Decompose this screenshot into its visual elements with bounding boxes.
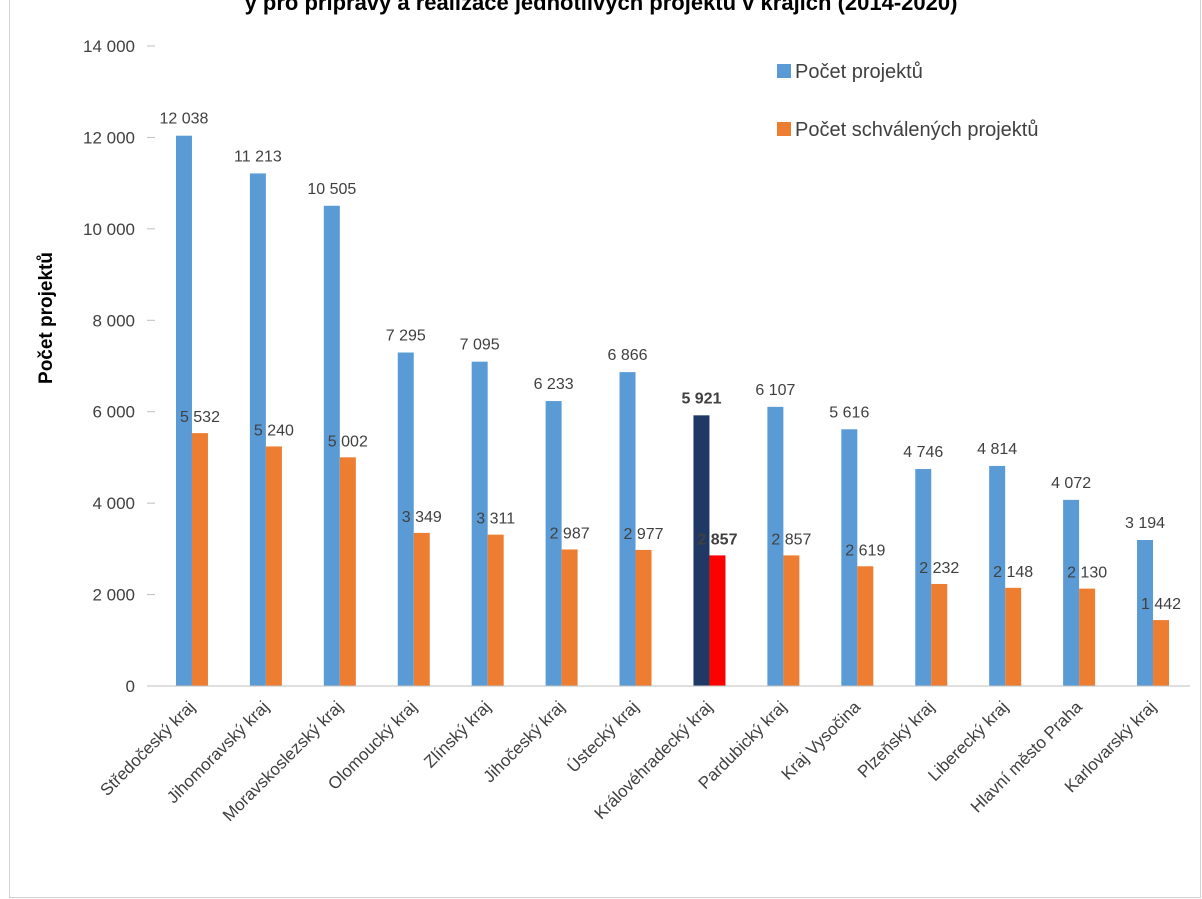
- bar-pocet-schvalenych-projektu-zlinsky-kraj: [487, 534, 504, 686]
- bar-pocet-projektu-liberecky-kraj: [989, 465, 1006, 686]
- data-label-pocet-projektu-jihocesky-kraj: 6 233: [534, 376, 574, 393]
- bar-pocet-schvalenych-projektu-kraj-vysocina: [857, 566, 874, 686]
- bar-pocet-schvalenych-projektu-olomoucky-kraj: [413, 532, 430, 686]
- y-tick-label: 8 000: [92, 311, 135, 330]
- data-label-pocet-schvalenych-projektu-olomoucky-kraj: 3 349: [402, 509, 442, 526]
- data-label-pocet-schvalenych-projektu-kralovehradecky-kraj: 2 857: [697, 531, 737, 548]
- data-label-pocet-schvalenych-projektu-moravskoslezsky-kraj: 5 002: [328, 433, 368, 450]
- y-tick-label: 10 000: [83, 220, 135, 239]
- data-label-pocet-projektu-pardubicky-kraj: 6 107: [755, 382, 795, 399]
- y-axis-label: Počet projektů: [36, 252, 57, 384]
- bar-pocet-schvalenych-projektu-stredocesky-kraj: [191, 433, 208, 686]
- bar-pocet-schvalenych-projektu-plzensky-kraj: [931, 583, 948, 686]
- bar-pocet-schvalenych-projektu-karlovarsky-kraj: [1153, 620, 1170, 686]
- bar-pocet-projektu-olomoucky-kraj: [397, 352, 414, 686]
- data-label-pocet-schvalenych-projektu-ustecky-kraj: 2 977: [624, 526, 664, 543]
- x-tick-label-kraj-vysocina: Kraj Vysočina: [778, 697, 865, 784]
- x-tick-label-ustecky-kraj: Ústecký kraj: [563, 697, 642, 776]
- data-label-pocet-projektu-kraj-vysocina: 5 616: [829, 404, 869, 421]
- bar-pocet-projektu-zlinsky-kraj: [471, 361, 488, 686]
- bar-pocet-projektu-jihocesky-kraj: [545, 401, 562, 686]
- x-tick-label-zlinsky-kraj: Zlínský kraj: [420, 697, 494, 771]
- data-label-pocet-projektu-ustecky-kraj: 6 866: [608, 347, 648, 364]
- bar-pocet-schvalenych-projektu-liberecky-kraj: [1005, 587, 1022, 686]
- bar-pocet-projektu-ustecky-kraj: [619, 372, 636, 686]
- bar-pocet-schvalenych-projektu-jihomoravsky-kraj: [265, 446, 282, 686]
- data-label-pocet-projektu-zlinsky-kraj: 7 095: [460, 337, 500, 354]
- data-label-pocet-projektu-stredocesky-kraj: 12 038: [159, 111, 208, 128]
- x-tick-label-plzensky-kraj: Plzeňský kraj: [854, 697, 938, 781]
- bar-pocet-projektu-moravskoslezsky-kraj: [323, 205, 340, 686]
- bar-pocet-projektu-hlavni-mesto-praha: [1063, 499, 1080, 686]
- y-tick-label: 12 000: [83, 128, 135, 147]
- bar-pocet-schvalenych-projektu-kralovehradecky-kraj: [709, 555, 726, 686]
- legend-label-pocet-projektu: Počet projektů: [795, 61, 923, 83]
- data-label-pocet-schvalenych-projektu-hlavni-mesto-praha: 2 130: [1067, 565, 1107, 582]
- y-tick-label: 2 000: [92, 586, 135, 605]
- data-labels: 12 038 5 532 11 213 5 240 10 505 5 002 7 295 3 …: [159, 111, 1181, 613]
- legend: Počet projektů Počet schválených projekt…: [777, 61, 1038, 141]
- data-label-pocet-projektu-olomoucky-kraj: 7 295: [386, 328, 426, 345]
- bar-pocet-projektu-plzensky-kraj: [915, 469, 932, 686]
- data-label-pocet-schvalenych-projektu-zlinsky-kraj: 3 311: [476, 511, 515, 528]
- bar-series: [175, 135, 1170, 687]
- data-label-pocet-projektu-kralovehradecky-kraj: 5 921: [681, 390, 721, 407]
- bar-pocet-schvalenych-projektu-pardubicky-kraj: [783, 555, 800, 686]
- bar-pocet-schvalenych-projektu-jihocesky-kraj: [561, 549, 578, 686]
- chart-frame: [9, 0, 1201, 898]
- data-label-pocet-projektu-plzensky-kraj: 4 746: [903, 444, 943, 461]
- y-tick-label: 6 000: [92, 403, 135, 422]
- data-label-pocet-projektu-karlovarsky-kraj: 3 194: [1125, 515, 1165, 532]
- bar-pocet-projektu-karlovarsky-kraj: [1137, 539, 1154, 686]
- y-tick-label: 4 000: [92, 494, 135, 513]
- data-label-pocet-schvalenych-projektu-pardubicky-kraj: 2 857: [771, 531, 811, 548]
- data-label-pocet-schvalenych-projektu-jihomoravsky-kraj: 5 240: [254, 422, 294, 439]
- bar-pocet-projektu-stredocesky-kraj: [175, 135, 192, 687]
- data-label-pocet-schvalenych-projektu-jihocesky-kraj: 2 987: [550, 525, 590, 542]
- chart-title: y pro přípravy a realizace jednotlivých …: [245, 0, 958, 15]
- bar-pocet-projektu-pardubicky-kraj: [767, 406, 784, 686]
- data-label-pocet-schvalenych-projektu-stredocesky-kraj: 5 532: [180, 409, 220, 426]
- bar-pocet-projektu-kralovehradecky-kraj: [693, 415, 710, 686]
- bar-pocet-projektu-kraj-vysocina: [841, 429, 858, 686]
- legend-swatch-pocet-schvalenych: [777, 122, 791, 136]
- bar-pocet-schvalenych-projektu-hlavni-mesto-praha: [1079, 588, 1096, 686]
- y-tick-label: 14 000: [83, 37, 135, 56]
- bar-pocet-schvalenych-projektu-moravskoslezsky-kraj: [339, 457, 356, 686]
- data-label-pocet-projektu-liberecky-kraj: 4 814: [977, 441, 1017, 458]
- data-label-pocet-schvalenych-projektu-karlovarsky-kraj: 1 442: [1141, 596, 1181, 613]
- data-label-pocet-schvalenych-projektu-liberecky-kraj: 2 148: [993, 564, 1033, 581]
- legend-swatch-pocet-projektu: [777, 64, 791, 78]
- data-label-pocet-projektu-jihomoravsky-kraj: 11 213: [234, 148, 282, 165]
- data-label-pocet-schvalenych-projektu-plzensky-kraj: 2 232: [919, 560, 959, 577]
- legend-label-pocet-schvalenych: Počet schválených projektů: [795, 119, 1038, 141]
- data-label-pocet-projektu-moravskoslezsky-kraj: 10 505: [307, 181, 356, 198]
- y-tick-label: 0: [126, 677, 135, 696]
- y-axis-ticks: 0 2 000 4 000 6 000 8 000 10 000 12 000 14 000: [83, 37, 155, 696]
- data-label-pocet-schvalenych-projektu-kraj-vysocina: 2 619: [845, 542, 885, 559]
- bar-pocet-projektu-jihomoravsky-kraj: [249, 173, 266, 687]
- bar-pocet-schvalenych-projektu-ustecky-kraj: [635, 549, 652, 686]
- x-tick-label-moravskoslezsky-kraj: Moravskoslezský kraj: [219, 697, 347, 825]
- data-label-pocet-projektu-hlavni-mesto-praha: 4 072: [1051, 475, 1091, 492]
